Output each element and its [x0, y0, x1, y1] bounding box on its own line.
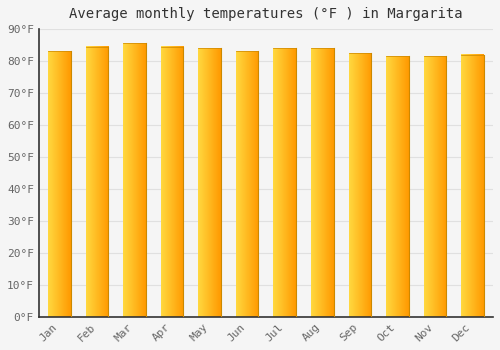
Title: Average monthly temperatures (°F ) in Margarita: Average monthly temperatures (°F ) in Ma… [69, 7, 462, 21]
